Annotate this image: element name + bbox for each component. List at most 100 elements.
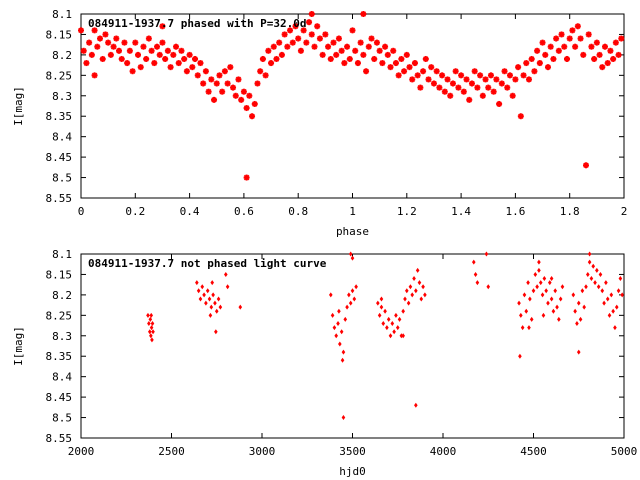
data-point <box>386 316 391 322</box>
data-point <box>591 55 598 62</box>
data-point <box>284 43 291 50</box>
x-tick-label: 4500 <box>520 445 547 458</box>
data-point <box>512 76 519 83</box>
data-point <box>159 39 166 46</box>
data-point <box>550 55 557 62</box>
x-axis-label: hjd0 <box>339 465 366 478</box>
data-point <box>363 68 370 75</box>
data-point <box>519 312 523 318</box>
data-point <box>80 47 87 54</box>
y-tick-label: 8.5 <box>52 412 72 425</box>
data-point <box>575 321 579 327</box>
data-point <box>607 47 614 54</box>
data-point <box>607 312 612 318</box>
data-point <box>148 316 153 322</box>
data-point <box>417 280 422 286</box>
data-point <box>314 23 321 30</box>
x-tick-label: 2000 <box>68 445 95 458</box>
data-point <box>162 55 169 62</box>
data-point <box>209 304 214 310</box>
data-point <box>262 72 269 79</box>
data-point <box>328 292 333 298</box>
data-point <box>357 39 364 46</box>
data-point <box>501 68 508 75</box>
data-point <box>207 296 212 302</box>
data-point <box>452 68 459 75</box>
data-point <box>246 92 253 99</box>
data-point <box>398 55 405 62</box>
data-point <box>259 55 266 62</box>
data-point <box>460 88 467 95</box>
data-point <box>308 11 315 17</box>
data-point <box>411 60 418 67</box>
data-point <box>403 51 410 58</box>
data-point <box>611 308 615 314</box>
data-point <box>341 415 346 421</box>
data-point <box>243 105 250 112</box>
data-point <box>417 84 424 91</box>
data-point <box>463 76 470 83</box>
data-point <box>420 68 427 75</box>
data-point <box>529 316 534 322</box>
data-point <box>553 35 560 42</box>
data-point <box>593 39 600 46</box>
data-point <box>576 349 581 355</box>
plot-title: 084911-1937.7 phased with P=32.0d <box>88 17 307 30</box>
data-point <box>126 47 133 54</box>
x-tick-label: 0.4 <box>180 205 200 218</box>
data-point <box>536 60 543 67</box>
data-point <box>214 308 219 314</box>
data-point <box>436 84 443 91</box>
data-point <box>395 325 400 331</box>
data-point <box>124 60 131 67</box>
data-point <box>238 304 243 310</box>
data-point <box>338 341 342 347</box>
data-point <box>94 43 101 50</box>
series-points <box>78 11 625 181</box>
data-point <box>175 60 182 67</box>
data-point <box>604 60 611 67</box>
data-point <box>531 288 536 294</box>
data-point <box>522 292 527 298</box>
data-point <box>154 43 161 50</box>
data-point <box>555 304 559 310</box>
y-tick-label: 8.15 <box>46 28 73 41</box>
data-point <box>214 329 218 335</box>
data-point <box>485 84 492 91</box>
data-point <box>544 64 551 71</box>
data-point <box>433 68 440 75</box>
plot-frame <box>80 253 625 439</box>
data-point <box>198 296 203 302</box>
data-point <box>487 72 494 79</box>
data-point <box>618 276 623 282</box>
data-point <box>612 39 619 46</box>
data-point <box>509 92 516 99</box>
data-point <box>365 43 372 50</box>
data-point <box>401 68 408 75</box>
data-point <box>419 296 424 302</box>
data-point <box>300 27 307 34</box>
data-point <box>557 316 561 322</box>
data-point <box>249 113 256 120</box>
data-point <box>421 284 425 290</box>
data-point <box>600 288 605 294</box>
data-point <box>425 76 432 83</box>
y-axis-label: I[mag] <box>12 86 25 126</box>
data-point <box>528 55 535 62</box>
data-point <box>379 296 384 302</box>
y-tick-label: 8.4 <box>52 131 72 144</box>
data-point <box>542 276 547 282</box>
data-point <box>585 31 592 38</box>
data-point <box>385 325 389 331</box>
data-point <box>151 329 155 335</box>
data-point <box>618 35 625 42</box>
data-point <box>350 288 355 294</box>
data-point <box>376 300 380 306</box>
data-point <box>561 43 568 50</box>
panel-unphased: 2000 2500 3000 3500 4000 4500 5000 8.1 8.15 8.2 8.… <box>12 248 637 478</box>
x-tick-label: 0 <box>78 205 85 218</box>
data-point <box>468 80 475 87</box>
data-point <box>595 267 599 273</box>
data-point <box>273 55 280 62</box>
data-point <box>308 31 315 38</box>
